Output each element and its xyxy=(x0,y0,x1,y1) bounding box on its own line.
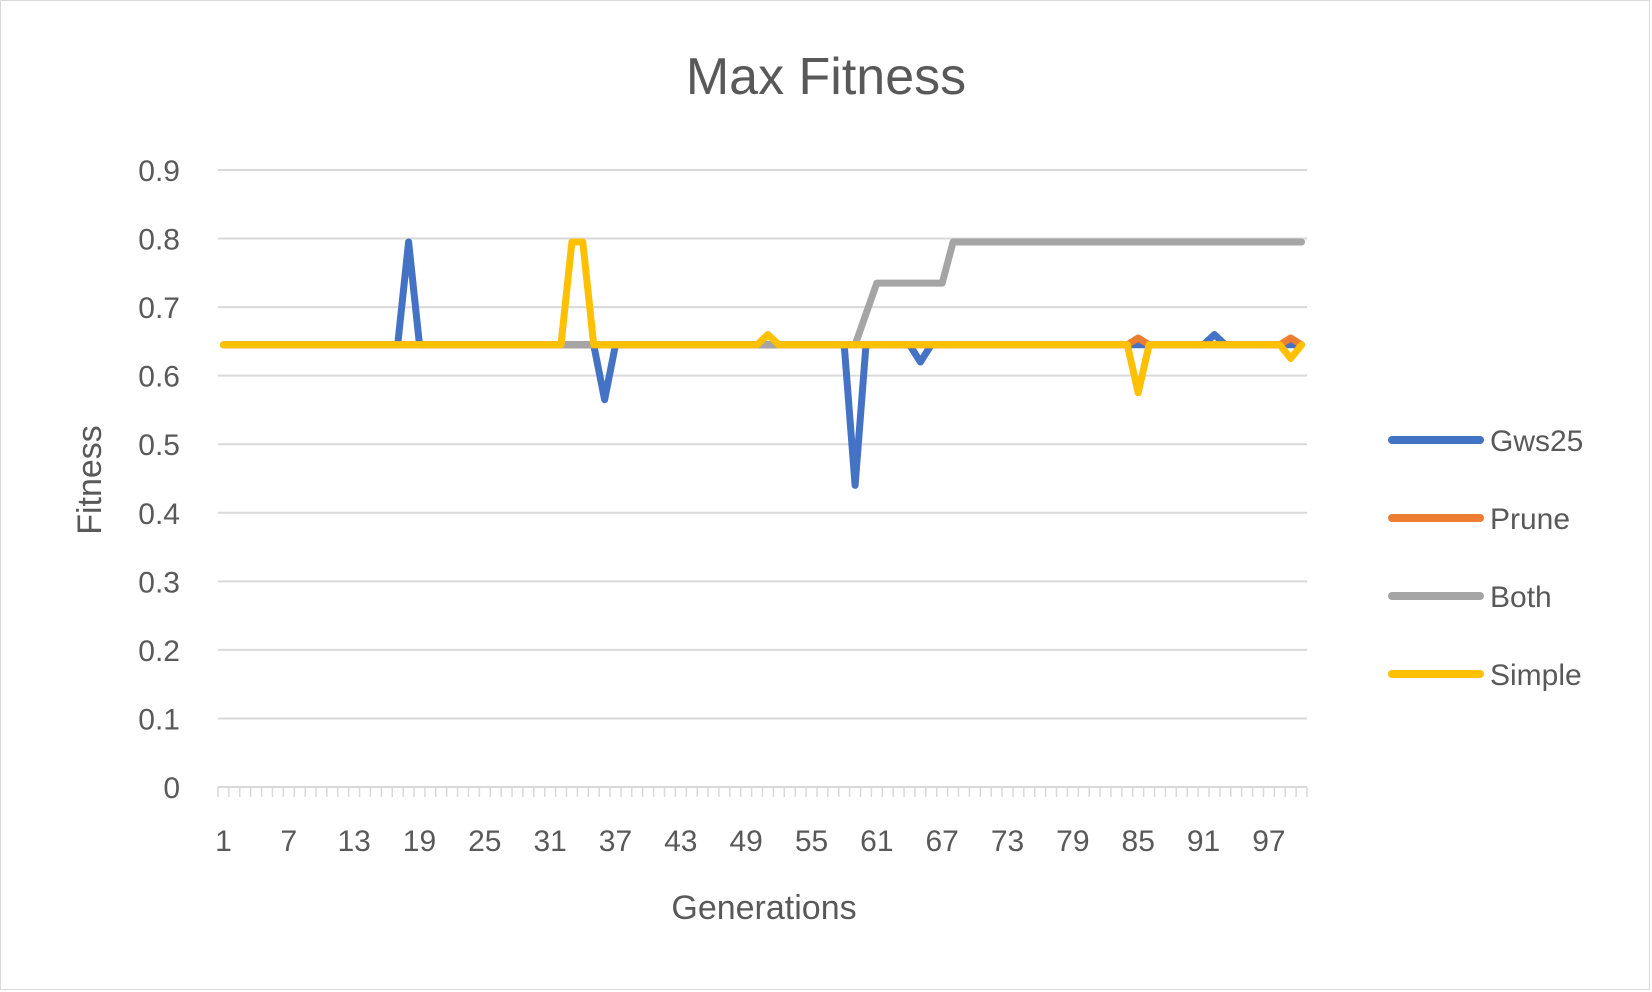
y-tick-label: 0.2 xyxy=(138,635,180,668)
series-line-simple xyxy=(219,238,1306,397)
x-tick-label: 97 xyxy=(1252,825,1285,858)
x-tick-label: 67 xyxy=(925,825,958,858)
chart-title: Max Fitness xyxy=(686,48,966,106)
y-tick-label: 0.6 xyxy=(138,361,180,394)
x-axis xyxy=(217,786,1308,797)
series-lines xyxy=(219,238,1306,489)
y-tick-label: 0 xyxy=(163,772,180,805)
x-tick-label: 25 xyxy=(468,825,501,858)
y-tick-label: 0.9 xyxy=(138,155,180,188)
series-line-both xyxy=(219,238,1306,349)
x-tick-label: 13 xyxy=(337,825,370,858)
x-tick-label: 49 xyxy=(729,825,762,858)
y-tick-label: 0.4 xyxy=(138,498,180,531)
legend-label-prune: Prune xyxy=(1490,503,1570,536)
legend-label-gws25: Gws25 xyxy=(1490,425,1583,458)
gridlines xyxy=(218,169,1307,720)
x-tick-label: 19 xyxy=(403,825,436,858)
x-tick-label: 31 xyxy=(533,825,566,858)
legend: Gws25 Prune Both Simple xyxy=(1388,425,1583,692)
y-axis-ticks: 0 0.1 0.2 0.3 0.4 0.5 0.6 0.7 0.8 0.9 xyxy=(138,155,180,805)
x-tick-label: 91 xyxy=(1187,825,1220,858)
x-axis-ticks: 1 7 13 19 25 31 37 43 49 55 61 67 73 79 85 91 97 xyxy=(215,825,1285,858)
x-tick-label: 61 xyxy=(860,825,893,858)
legend-label-simple: Simple xyxy=(1490,659,1582,692)
x-tick-label: 37 xyxy=(599,825,632,858)
y-tick-label: 0.3 xyxy=(138,566,180,599)
x-tick-label: 73 xyxy=(991,825,1024,858)
x-axis-title: Generations xyxy=(671,889,856,927)
x-tick-label: 79 xyxy=(1056,825,1089,858)
series-line-gws25 xyxy=(219,238,1306,489)
y-tick-label: 0.1 xyxy=(138,703,180,736)
y-axis-title: Fitness xyxy=(71,425,109,535)
legend-label-both: Both xyxy=(1490,581,1552,614)
y-tick-label: 0.5 xyxy=(138,429,180,462)
y-tick-label: 0.7 xyxy=(138,292,180,325)
x-tick-label: 55 xyxy=(795,825,828,858)
x-tick-label: 1 xyxy=(215,825,232,858)
x-tick-label: 7 xyxy=(280,825,297,858)
x-tick-label: 85 xyxy=(1122,825,1155,858)
x-tick-label: 43 xyxy=(664,825,697,858)
y-tick-label: 0.8 xyxy=(138,224,180,257)
